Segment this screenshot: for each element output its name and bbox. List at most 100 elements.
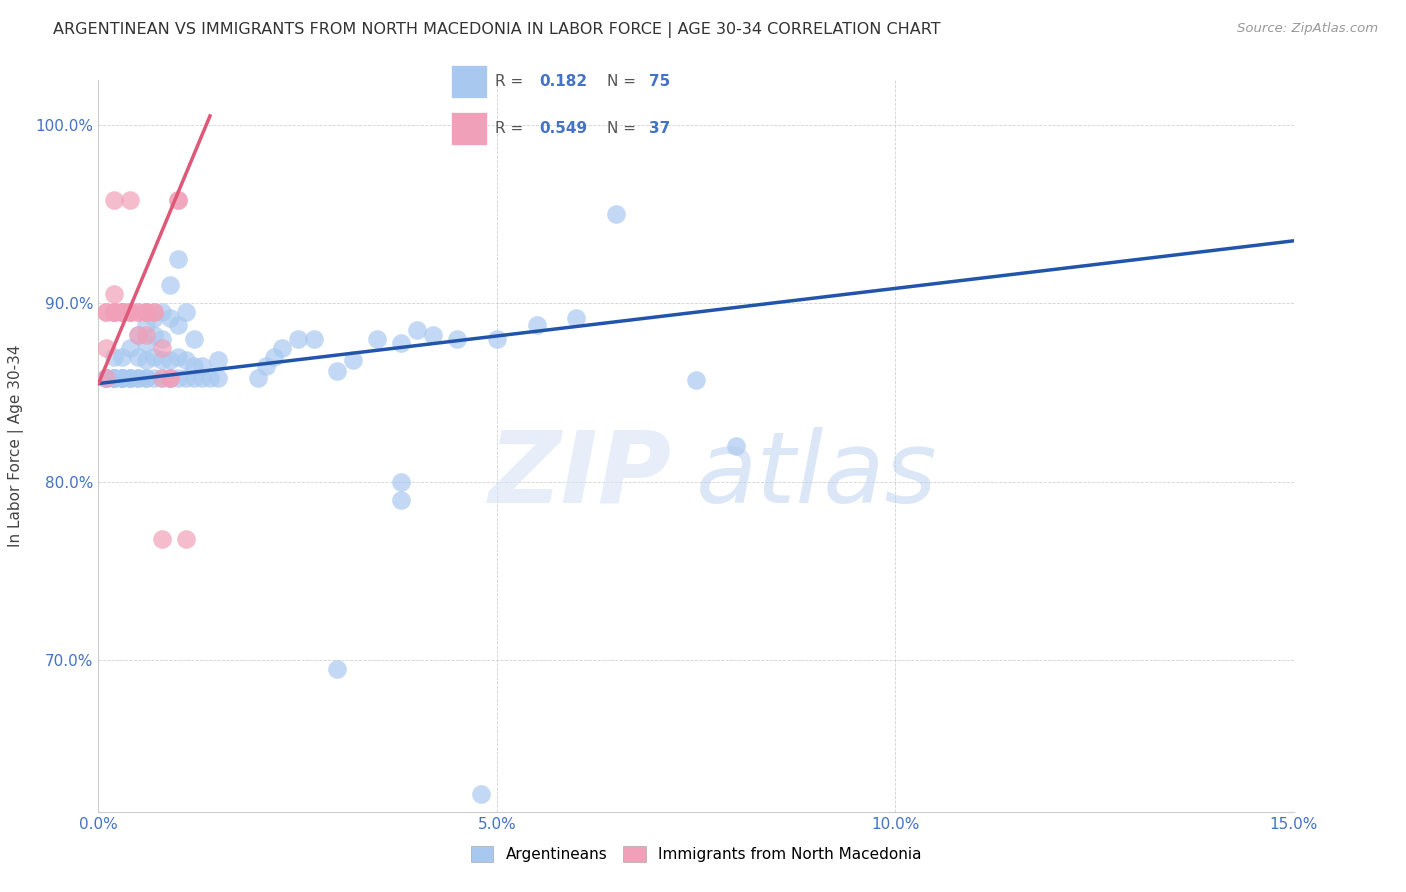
Point [470, 787, 492, 801]
Y-axis label: In Labor Force | Age 30-34: In Labor Force | Age 30-34 [8, 344, 24, 548]
Point [150, 532, 173, 546]
Point [127, 371, 149, 385]
Point [111, 305, 134, 319]
Point [183, 359, 205, 373]
Point [389, 335, 412, 350]
Point [246, 371, 269, 385]
Point [96, 305, 118, 319]
Point [326, 662, 349, 676]
Point [96, 371, 118, 385]
FancyBboxPatch shape [451, 112, 486, 145]
Legend: Argentineans, Immigrants from North Macedonia: Argentineans, Immigrants from North Mace… [463, 838, 929, 870]
Point [167, 252, 190, 266]
Point [135, 353, 157, 368]
Point [135, 328, 157, 343]
Point [143, 328, 166, 343]
Point [111, 305, 134, 319]
Text: ARGENTINEAN VS IMMIGRANTS FROM NORTH MACEDONIA IN LABOR FORCE | AGE 30-34 CORREL: ARGENTINEAN VS IMMIGRANTS FROM NORTH MAC… [53, 22, 941, 38]
Point [111, 371, 134, 385]
Point [135, 371, 157, 385]
Point [174, 371, 197, 385]
Point [135, 305, 157, 319]
Point [120, 305, 142, 319]
Point [111, 305, 134, 319]
Text: 0.549: 0.549 [538, 121, 586, 136]
Point [96, 305, 118, 319]
Point [446, 332, 468, 346]
Point [96, 341, 118, 355]
Point [143, 350, 166, 364]
Point [287, 332, 309, 346]
Point [389, 492, 412, 507]
Point [724, 439, 747, 453]
Point [167, 318, 190, 332]
Point [270, 341, 292, 355]
Point [103, 371, 125, 385]
Point [103, 193, 125, 207]
Point [135, 335, 157, 350]
Point [150, 332, 173, 346]
Point [207, 371, 229, 385]
Point [167, 350, 190, 364]
Point [103, 305, 125, 319]
Point [96, 371, 118, 385]
Point [159, 353, 181, 368]
Point [183, 332, 205, 346]
Point [120, 193, 142, 207]
Point [183, 371, 205, 385]
Point [366, 332, 388, 346]
FancyBboxPatch shape [451, 65, 486, 97]
Point [120, 371, 142, 385]
Point [167, 193, 190, 207]
Text: R =: R = [495, 121, 529, 136]
Point [127, 305, 149, 319]
Point [198, 371, 221, 385]
Text: 37: 37 [648, 121, 669, 136]
Point [191, 359, 214, 373]
Point [159, 371, 181, 385]
Point [120, 371, 142, 385]
Point [143, 305, 166, 319]
Point [167, 193, 190, 207]
Point [135, 318, 157, 332]
Point [174, 532, 197, 546]
Point [127, 305, 149, 319]
Point [526, 318, 548, 332]
Text: N =: N = [607, 121, 641, 136]
Point [120, 371, 142, 385]
Point [159, 278, 181, 293]
Point [302, 332, 325, 346]
Point [103, 371, 125, 385]
Point [111, 371, 134, 385]
Text: R =: R = [495, 74, 529, 88]
Point [342, 353, 364, 368]
Point [159, 371, 181, 385]
Point [485, 332, 508, 346]
Point [135, 371, 157, 385]
Point [174, 305, 197, 319]
Text: ZIP: ZIP [489, 426, 672, 524]
Point [127, 328, 149, 343]
Point [103, 350, 125, 364]
Point [96, 371, 118, 385]
Point [111, 350, 134, 364]
Point [143, 371, 166, 385]
Point [111, 305, 134, 319]
Point [263, 350, 285, 364]
Point [389, 475, 412, 489]
Point [111, 371, 134, 385]
Point [120, 305, 142, 319]
Text: 75: 75 [648, 74, 669, 88]
Point [135, 305, 157, 319]
Point [159, 371, 181, 385]
Point [150, 305, 173, 319]
Text: atlas: atlas [696, 426, 938, 524]
Point [127, 328, 149, 343]
Point [111, 371, 134, 385]
Point [120, 341, 142, 355]
Point [326, 364, 349, 378]
Point [103, 371, 125, 385]
Point [96, 371, 118, 385]
Point [685, 373, 707, 387]
Point [422, 328, 444, 343]
